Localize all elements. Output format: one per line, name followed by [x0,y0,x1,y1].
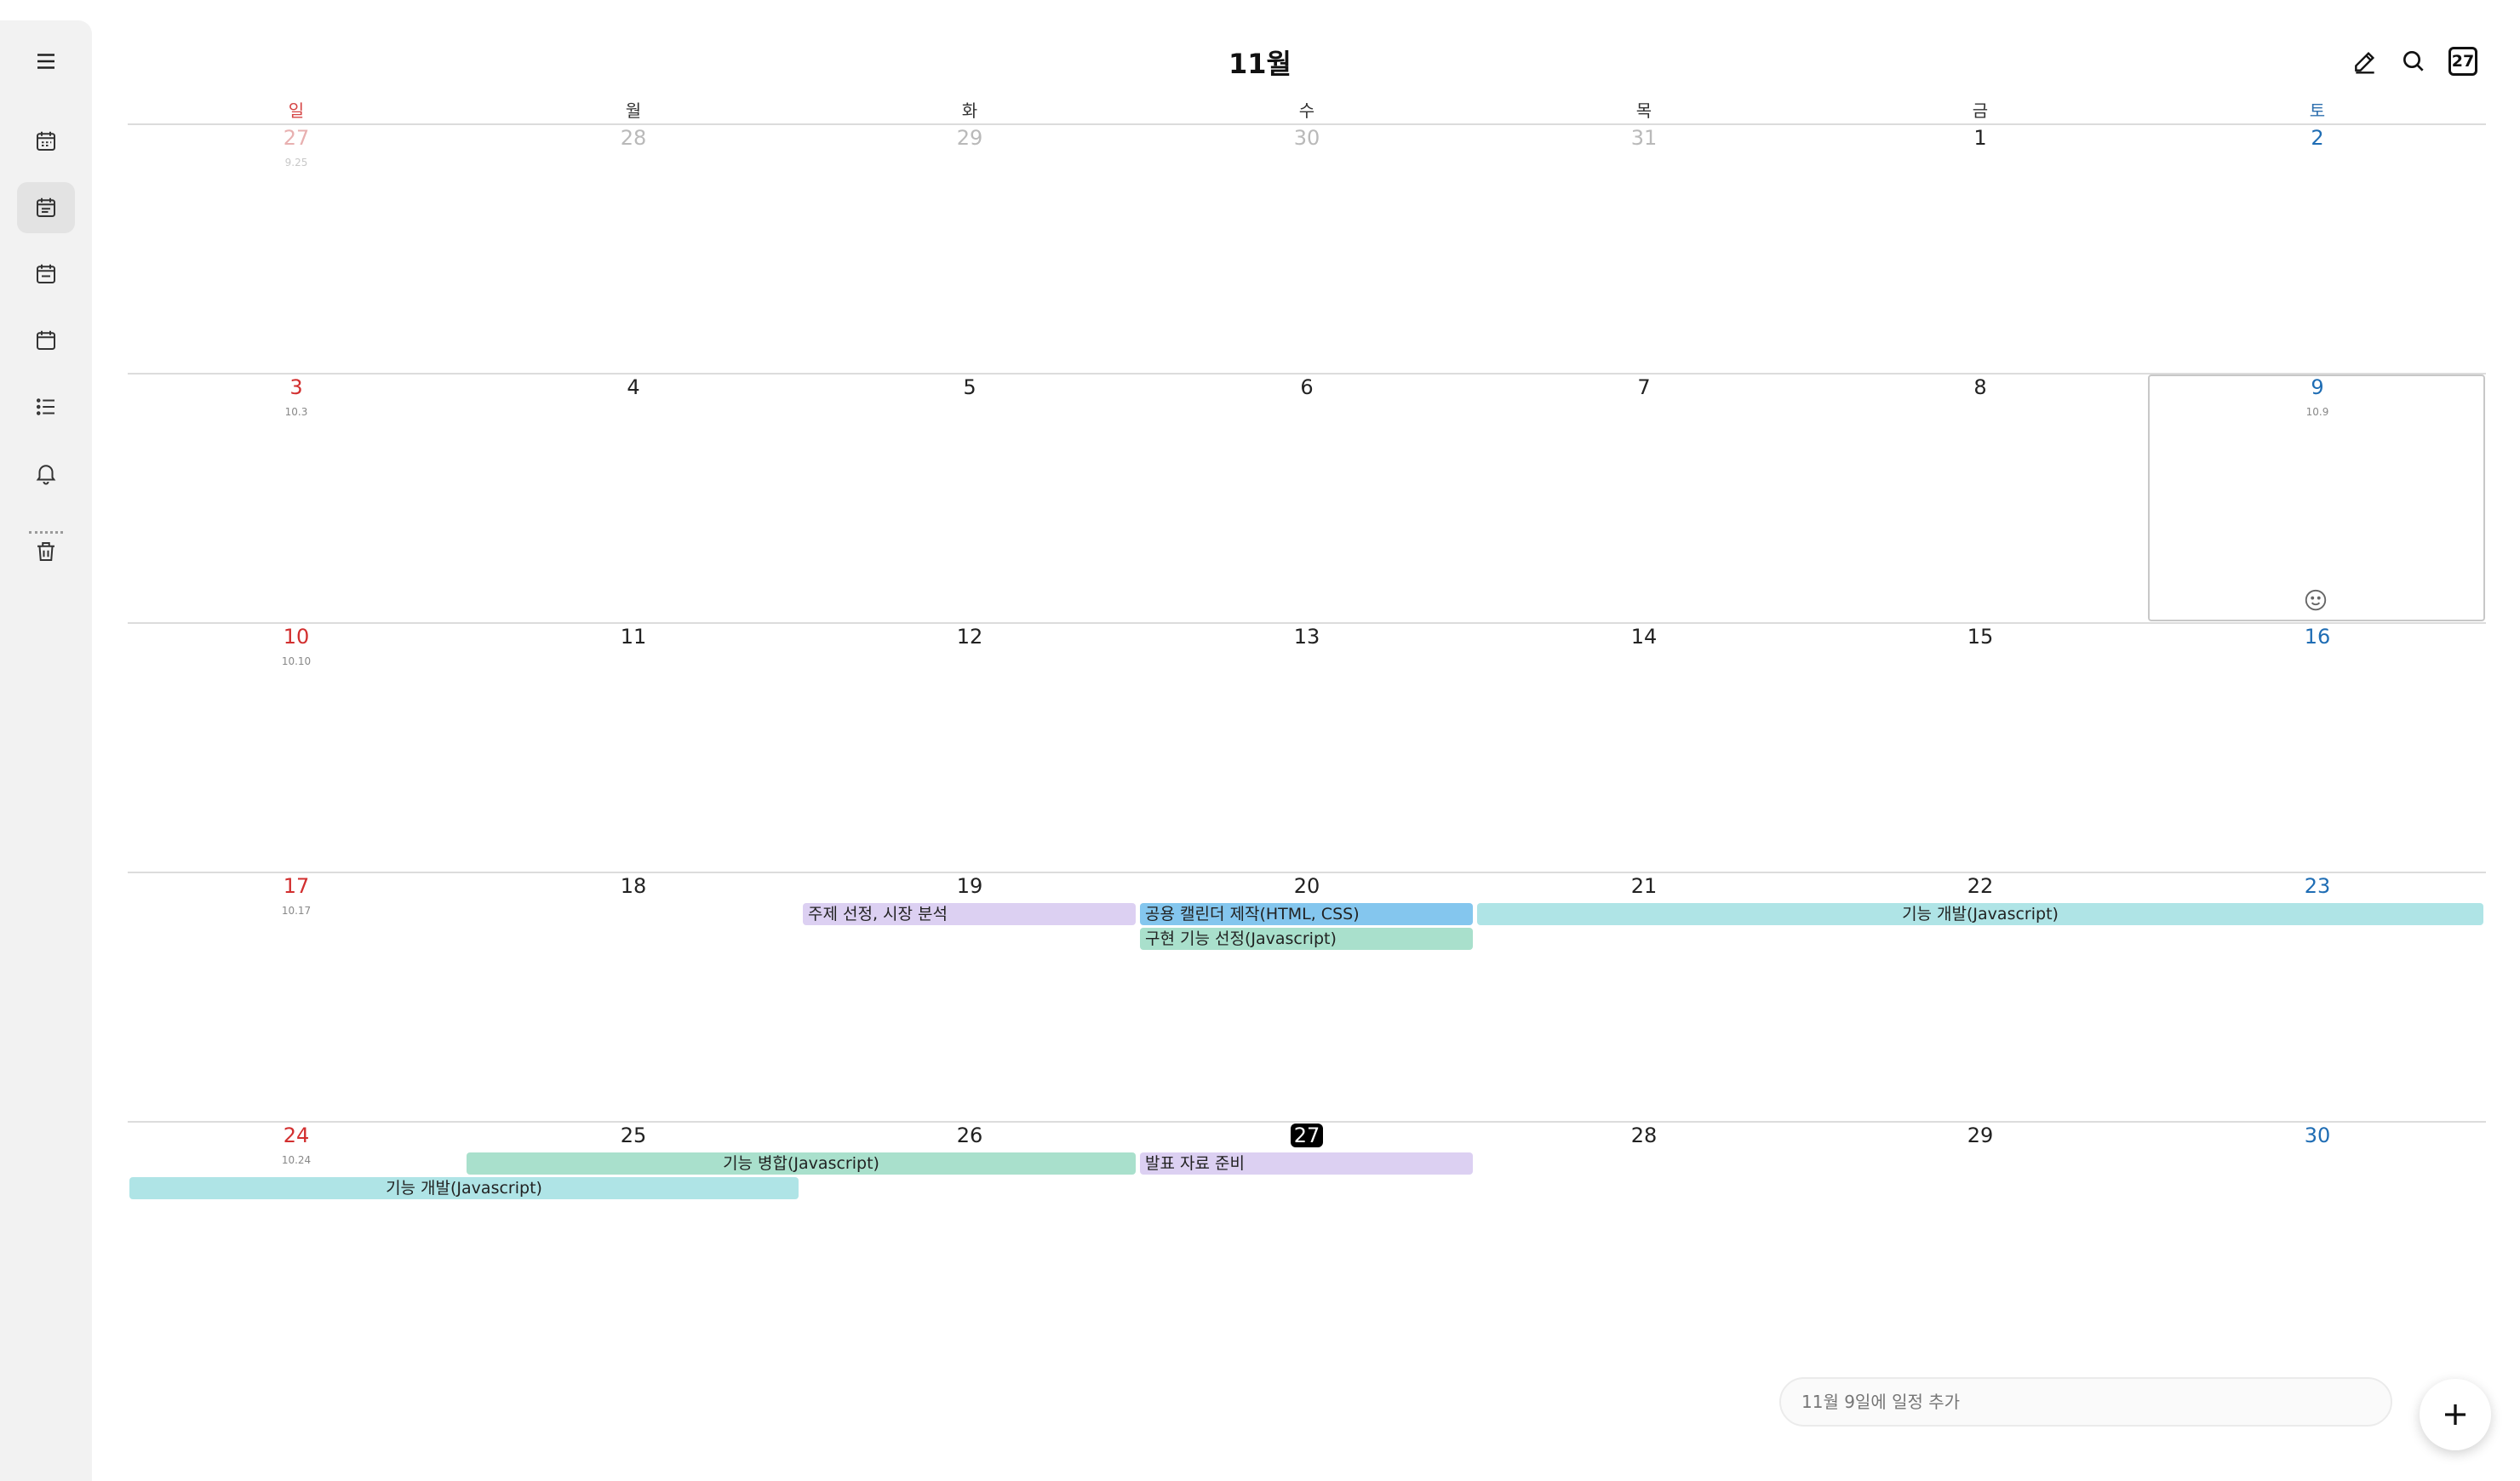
event-bar[interactable]: 기능 개발(Javascript) [1477,903,2483,925]
week-view-icon [37,264,55,283]
today-button[interactable]: 27 [2446,44,2480,78]
lunar-date: 10.9 [2305,406,2329,418]
day-number[interactable]: 10 [283,625,310,649]
day-number[interactable]: 3 [289,375,303,399]
day-number[interactable]: 19 [956,874,983,898]
day-number[interactable]: 8 [1973,375,1987,399]
today-calendar-icon: 27 [2448,47,2477,76]
day-number[interactable]: 11 [620,625,647,649]
day-number[interactable]: 23 [2304,874,2331,898]
weekday-fri: 금 [1972,100,1989,121]
day-number[interactable]: 31 [1630,126,1658,150]
search-icon [2403,51,2424,71]
today-badge: 27 [1290,1124,1324,1147]
edit-button[interactable] [2348,44,2382,78]
day-number[interactable]: 24 [283,1124,310,1147]
plus-icon [2445,1404,2466,1425]
quick-add-input[interactable] [1779,1377,2392,1427]
event-bar[interactable]: 기능 개발(Javascript) [129,1177,799,1199]
day-number[interactable]: 21 [1630,874,1658,898]
day-number[interactable]: 18 [620,874,647,898]
week-divider [128,1121,2486,1123]
weekday-mon: 월 [625,100,642,121]
add-event-button[interactable] [2420,1379,2491,1450]
day-number[interactable]: 7 [1637,375,1651,399]
day-number[interactable]: 9 [2311,375,2324,399]
day-number[interactable]: 30 [1293,126,1320,150]
month-title[interactable]: 11월 [1228,48,1292,80]
event-bar[interactable]: 발표 자료 준비 [1140,1152,1473,1175]
day-number[interactable]: 13 [1293,625,1320,649]
menu-button[interactable] [17,36,75,87]
list-view-button[interactable] [17,381,75,432]
weekday-wed: 수 [1298,100,1315,121]
sidebar [0,20,92,1481]
day-number[interactable]: 20 [1293,874,1320,898]
weekday-sun: 일 [288,100,305,121]
day-number[interactable]: 22 [1967,874,1994,898]
week-divider [128,373,2486,375]
trash-icon [37,542,54,561]
day-number[interactable]: 27 [283,126,310,150]
week-divider [128,872,2486,873]
year-view-button[interactable] [17,116,75,167]
day-number[interactable]: 4 [627,375,640,399]
day-number[interactable]: 28 [1630,1124,1658,1147]
menu-icon [37,54,54,69]
lunar-date: 10.3 [284,406,308,418]
day-number[interactable]: 26 [956,1124,983,1147]
day-number[interactable]: 5 [963,375,976,399]
month-view-icon [37,197,55,217]
day-number[interactable]: 12 [956,625,983,649]
list-view-icon [37,398,54,415]
day-number[interactable]: 2 [2311,126,2324,150]
day-number-today[interactable]: 27 [1138,1124,1475,1147]
day-number[interactable]: 1 [1973,126,1987,150]
year-view-icon [37,131,55,151]
week-view-button[interactable] [17,249,75,300]
weekday-thu: 목 [1635,100,1652,121]
weekday-sat: 토 [2309,100,2326,121]
day-view-button[interactable] [17,315,75,366]
day-number[interactable]: 29 [956,126,983,150]
event-bar[interactable]: 공용 캘린더 제작(HTML, CSS) [1140,903,1473,925]
month-view-button[interactable] [17,182,75,233]
search-button[interactable] [2397,44,2431,78]
day-number[interactable]: 25 [620,1124,647,1147]
day-view-icon [37,330,55,350]
day-number[interactable]: 28 [620,126,647,150]
day-number[interactable]: 15 [1967,625,1994,649]
event-bar[interactable]: 주제 선정, 시장 분석 [803,903,1136,925]
notification-button[interactable] [17,448,75,499]
weekday-tue: 화 [961,100,978,121]
day-number[interactable]: 16 [2304,625,2331,649]
trash-button[interactable] [17,526,75,577]
day-number[interactable]: 30 [2304,1124,2331,1147]
smile-icon[interactable] [2303,587,2328,613]
notification-icon [36,465,56,485]
event-bar[interactable]: 기능 병합(Javascript) [467,1152,1136,1175]
day-number[interactable]: 6 [1300,375,1314,399]
day-number[interactable]: 14 [1630,625,1658,649]
selected-day-cell[interactable] [2148,375,2485,621]
lunar-date: 9.25 [284,157,308,169]
event-bar[interactable]: 구현 기능 선정(Javascript) [1140,928,1473,950]
lunar-date: 10.24 [281,1154,312,1166]
week-divider [128,123,2486,125]
pencil-icon [2355,51,2375,74]
day-number[interactable]: 29 [1967,1124,1994,1147]
sidebar-divider [29,531,63,534]
day-number[interactable]: 17 [283,874,310,898]
lunar-date: 10.10 [281,655,312,667]
week-divider [128,622,2486,624]
lunar-date: 10.17 [281,905,312,917]
